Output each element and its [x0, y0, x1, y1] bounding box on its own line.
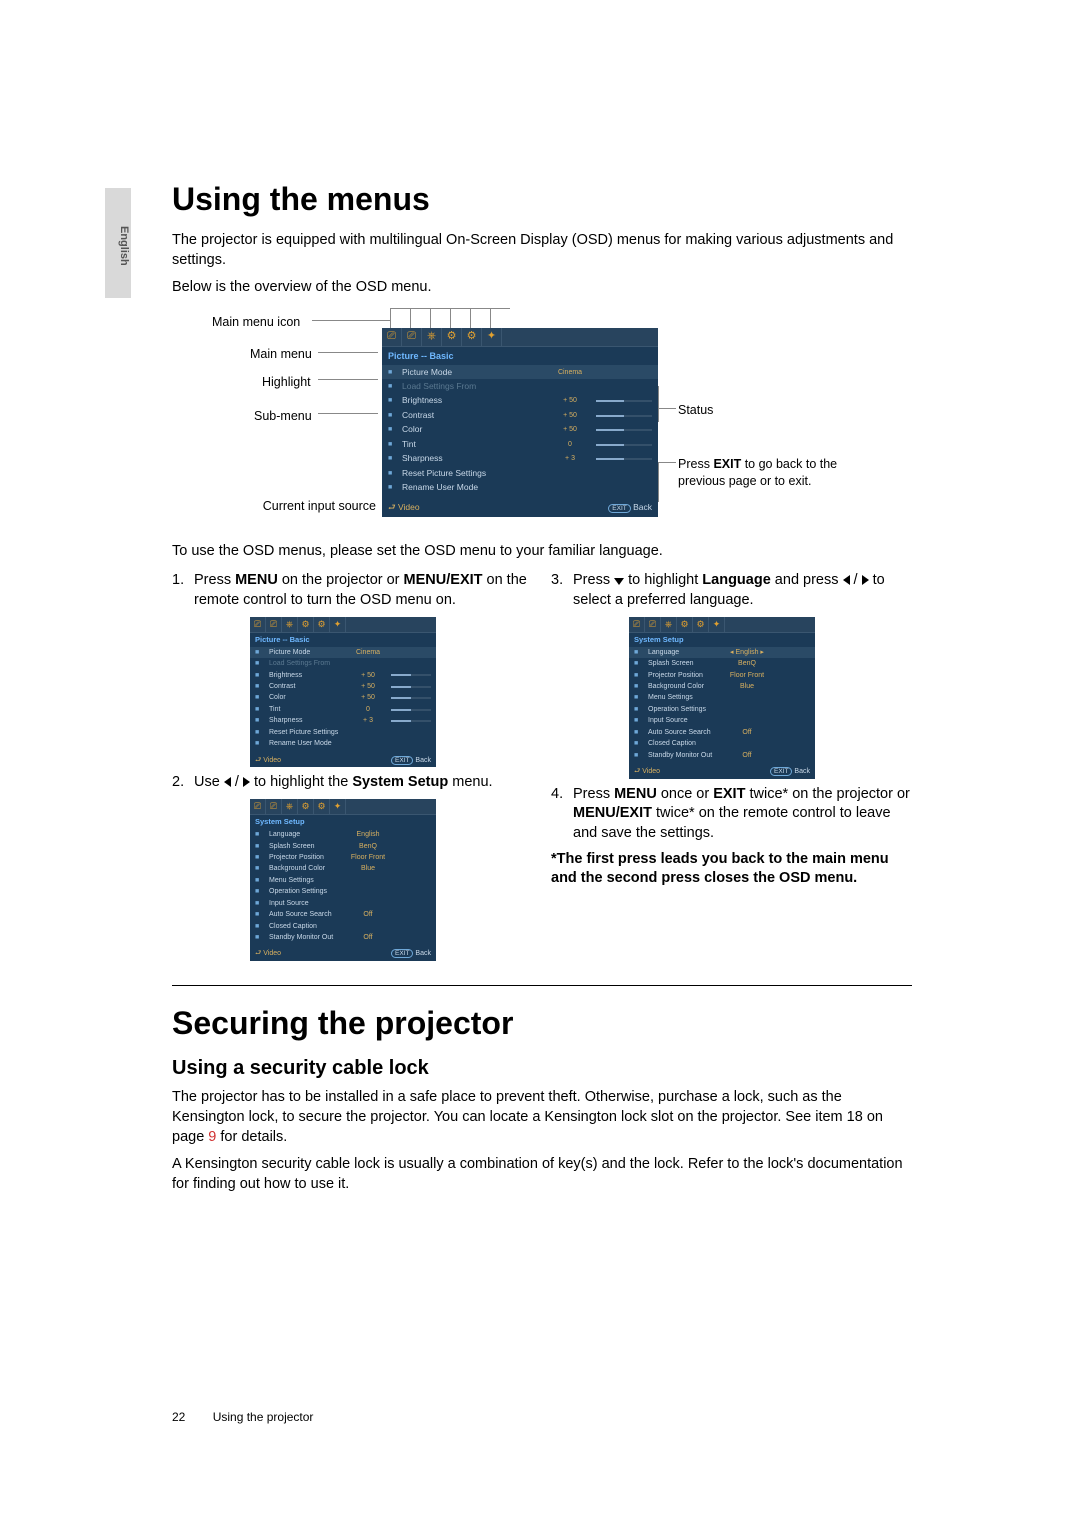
- after-diagram: To use the OSD menus, please set the OSD…: [172, 542, 912, 562]
- osd-panel-step2: ⎚⎚⎈⚙⚙✦System Setup■LanguageEnglish■Splas…: [250, 799, 436, 961]
- col-right: 3. Press to highlight Language and press…: [551, 571, 912, 967]
- osd-panel-step3: ⎚⎚⎈⚙⚙✦System Setup■Language◂ English ▸■S…: [629, 617, 815, 779]
- subheading-cable-lock: Using a security cable lock: [172, 1055, 912, 1082]
- down-arrow-icon: [614, 578, 624, 585]
- step-num: 2.: [172, 773, 194, 793]
- callout-highlight: Highlight: [262, 374, 311, 391]
- callout-sub-menu: Sub-menu: [254, 408, 312, 425]
- right-arrow-icon: [243, 777, 250, 787]
- page-footer: 22 Using the projector: [172, 1409, 313, 1425]
- exit-a: Press: [678, 457, 713, 471]
- col-left: 1. Press MENU on the projector or MENU/E…: [172, 571, 533, 967]
- steps-columns: 1. Press MENU on the projector or MENU/E…: [172, 571, 912, 967]
- callout-status: Status: [678, 402, 713, 419]
- step-num: 1.: [172, 571, 194, 610]
- left-arrow-icon: [843, 575, 850, 585]
- osd-panel-step1: ⎚⎚⎈⚙⚙✦Picture -- Basic■Picture ModeCinem…: [250, 617, 436, 768]
- step-1: 1. Press MENU on the projector or MENU/E…: [172, 571, 533, 610]
- heading-securing: Securing the projector: [172, 1002, 912, 1045]
- step-2-text: Use / to highlight the System Setup menu…: [194, 773, 533, 793]
- exit-bold: EXIT: [713, 457, 741, 471]
- osd-overview-diagram: Main menu icon Main menu Highlight Sub-m…: [212, 308, 852, 528]
- step-3: 3. Press to highlight Language and press…: [551, 571, 912, 610]
- step-2: 2. Use / to highlight the System Setup m…: [172, 773, 533, 793]
- securing-p2: A Kensington security cable lock is usua…: [172, 1155, 912, 1194]
- callout-source: Current input source: [176, 498, 376, 515]
- step-4: 4. Press MENU once or EXIT twice* on the…: [551, 785, 912, 844]
- securing-p1: The projector has to be installed in a s…: [172, 1088, 912, 1147]
- page-content: Using the menus The projector is equippe…: [172, 178, 912, 1202]
- divider: [172, 985, 912, 986]
- callout-exit: Press EXIT to go back to the previous pa…: [678, 456, 838, 490]
- footer-section: Using the projector: [213, 1410, 314, 1424]
- intro-2: Below is the overview of the OSD menu.: [172, 278, 912, 298]
- callout-main-menu: Main menu: [250, 346, 312, 363]
- language-tab: English: [105, 188, 131, 298]
- right-arrow-icon: [862, 575, 869, 585]
- step-num: 4.: [551, 785, 573, 844]
- step-4-text: Press MENU once or EXIT twice* on the pr…: [573, 785, 912, 844]
- step-3-text: Press to highlight Language and press / …: [573, 571, 912, 610]
- left-arrow-icon: [224, 777, 231, 787]
- intro-1: The projector is equipped with multiling…: [172, 231, 912, 270]
- callout-main-icon: Main menu icon: [212, 314, 300, 331]
- step-note: *The first press leads you back to the m…: [551, 850, 912, 889]
- heading-menus: Using the menus: [172, 178, 912, 221]
- page-number: 22: [172, 1410, 185, 1424]
- step-num: 3.: [551, 571, 573, 610]
- step-1-text: Press MENU on the projector or MENU/EXIT…: [194, 571, 533, 610]
- osd-panel-main: ⎚⎚⎈⚙⚙✦Picture -- Basic■Picture ModeCinem…: [382, 328, 658, 517]
